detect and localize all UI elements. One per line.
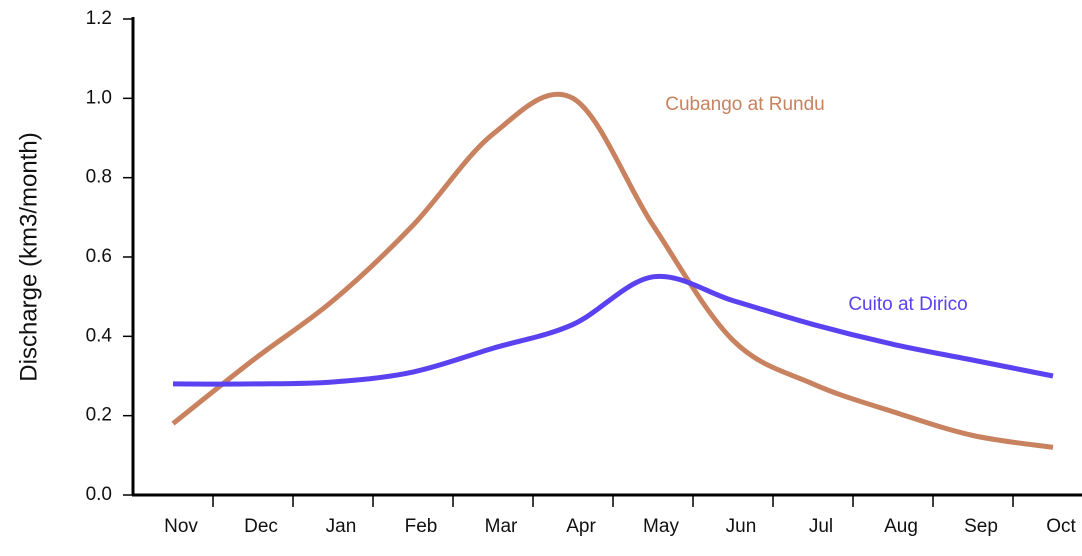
line [172,273,1054,387]
x-tick-label: May [643,516,679,537]
y-tick-label: 0.0 [86,484,112,505]
x-tick-label: Jan [326,516,357,537]
x-tick-label: Aug [884,516,918,537]
x-tick-label: Dec [244,516,278,537]
x-tick-label: Nov [164,516,198,537]
y-tick-label: 0.2 [86,405,112,426]
x-tick-label: Jul [809,516,833,537]
y-tick-label: 0.8 [86,167,112,188]
series-label: Cuito at Dirico [848,294,967,315]
x-tick-label: Feb [405,516,438,537]
line [171,91,1054,450]
x-tick-label: Apr [566,516,596,537]
x-tick-label: Jun [726,516,757,537]
series-label: Cubango at Rundu [665,94,825,115]
y-axis-label: Discharge (km3/month) [15,132,42,381]
x-tick-label: Oct [1046,516,1076,537]
y-tick-label: 1.2 [86,8,112,29]
y-tick-label: 0.4 [86,325,113,346]
x-tick-label: Sep [964,516,998,537]
y-tick-label: 1.0 [86,87,112,108]
y-tick-label: 0.6 [86,246,112,267]
x-tick-label: Mar [485,516,518,537]
